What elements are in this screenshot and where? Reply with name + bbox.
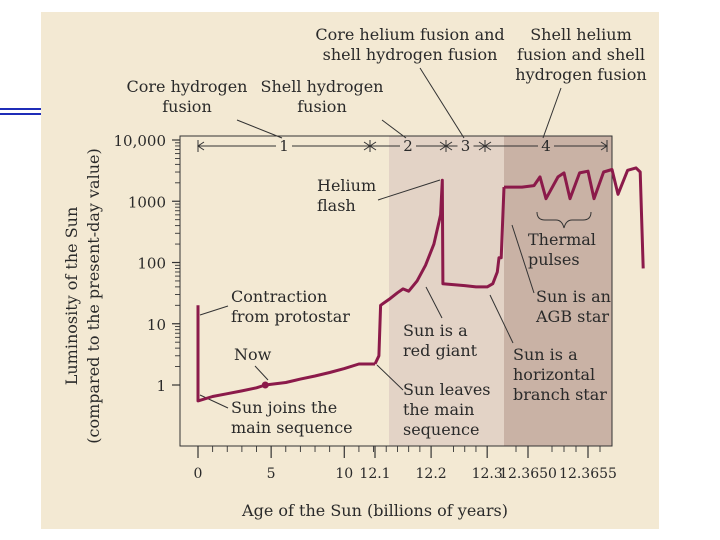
y-tick-label: 100: [137, 255, 166, 273]
accent-lines: [0, 108, 48, 122]
y-tick-label: 1: [156, 377, 166, 395]
annotation-leader-horizontal: [489, 294, 514, 344]
y-tick-label: 10: [147, 316, 166, 334]
y-tick-label: 1000: [128, 193, 166, 211]
x-tick-label: 12.3: [472, 466, 503, 482]
y-axis-label: Luminosity of the Sun (compared to the pr…: [62, 148, 103, 443]
annotation-leader-leaves: [376, 364, 404, 391]
x-tick-label: 12.3655: [559, 466, 617, 482]
annotation-helium-flash: Helium flash: [317, 176, 376, 215]
x-tick-label: 12.3650: [499, 466, 557, 482]
stage-name: Shell helium fusion and shell hydrogen fus…: [515, 25, 646, 84]
stage-name: Core helium fusion and shell hydrogen fus…: [315, 25, 504, 64]
annotation-leaves: Sun leaves the main sequence: [403, 380, 491, 439]
x-tick-label: 12.1: [359, 466, 390, 482]
stage-number: 2: [403, 137, 413, 155]
annotation-leader-red-giant: [425, 286, 443, 319]
luminosity-curve-segment-3: [504, 166, 645, 269]
luminosity-curve-segment-1: [196, 305, 375, 403]
luminosity-curve-segment-2: [373, 178, 506, 365]
thermal-pulses-brace: [536, 211, 592, 229]
annotation-contraction: Contraction from protostar: [231, 287, 350, 326]
annotation-leader-joins: [199, 394, 229, 409]
x-tick-label: 0: [194, 466, 203, 482]
annotation-agb: Sun is an AGB star: [535, 287, 611, 326]
stage-leader-line: [419, 67, 465, 139]
x-tick-label: 10: [335, 466, 353, 482]
stage-number: 3: [461, 137, 471, 155]
stage-leader-line: [381, 119, 407, 139]
stage-leader-line: [236, 119, 283, 139]
y-tick-label: 10,000: [114, 132, 167, 150]
x-tick-label: 5: [267, 466, 276, 482]
annotation-now: Now: [234, 345, 272, 364]
annotation-horizontal: Sun is a horizontal branch star: [513, 345, 607, 404]
plot-frame: [179, 135, 613, 447]
annotation-leader-now: [254, 365, 269, 381]
annotation-leader-helium-flash: [377, 179, 441, 201]
stage-name: Core hydrogen fusion: [127, 77, 248, 116]
annotation-thermal: Thermal pulses: [528, 230, 596, 269]
x-tick-label: 12.2: [416, 466, 447, 482]
annotation-red-giant: Sun is a red giant: [403, 321, 478, 360]
annotation-leader-agb: [511, 224, 535, 294]
stage-number: 4: [541, 137, 551, 155]
stage-number: 1: [279, 137, 289, 155]
annotation-leader-contraction: [199, 305, 229, 316]
stage-name: Shell hydrogen fusion: [261, 77, 384, 116]
stage-leader-line: [542, 87, 562, 139]
annotation-joins: Sun joins the main sequence: [231, 398, 353, 437]
now-point: [261, 381, 269, 389]
x-axis-label: Age of the Sun (billions of years): [241, 501, 508, 520]
